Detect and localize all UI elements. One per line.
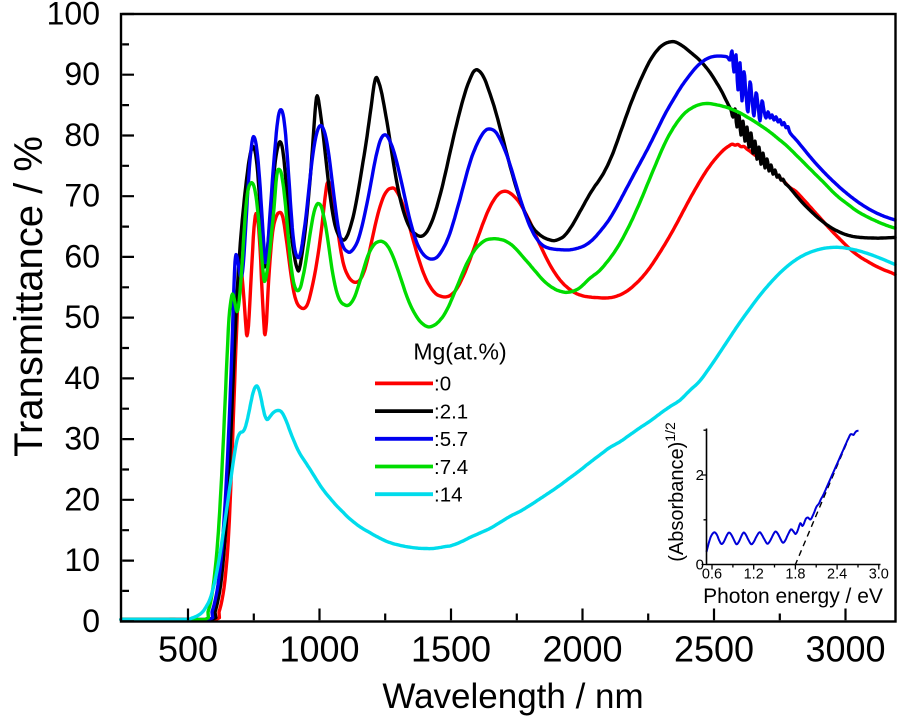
svg-text:60: 60 <box>64 238 100 274</box>
svg-text:Wavelength / nm: Wavelength / nm <box>382 677 643 716</box>
svg-text:50: 50 <box>64 299 100 335</box>
svg-text:Photon energy / eV: Photon energy / eV <box>703 585 883 608</box>
svg-text::0: :0 <box>434 373 451 396</box>
svg-text:40: 40 <box>64 360 100 396</box>
svg-text:20: 20 <box>64 481 100 517</box>
svg-text:0.6: 0.6 <box>702 567 722 583</box>
svg-text:Transmittance / %: Transmittance / % <box>7 136 51 457</box>
svg-text::7.4: :7.4 <box>434 456 468 479</box>
svg-text:1.8: 1.8 <box>785 567 805 583</box>
svg-text:30: 30 <box>64 421 100 457</box>
svg-text:0: 0 <box>82 603 100 639</box>
svg-text:1000: 1000 <box>279 629 359 670</box>
svg-text:70: 70 <box>64 178 100 214</box>
svg-text:1500: 1500 <box>411 629 491 670</box>
svg-text::5.7: :5.7 <box>434 428 468 451</box>
svg-text:90: 90 <box>64 56 100 92</box>
svg-text:1.2: 1.2 <box>744 567 764 583</box>
svg-text::14: :14 <box>434 484 463 507</box>
svg-text:80: 80 <box>64 117 100 153</box>
svg-text:3.0: 3.0 <box>869 567 889 583</box>
svg-text:0: 0 <box>696 557 704 574</box>
svg-text:500: 500 <box>158 629 218 670</box>
svg-text:Mg(at.%): Mg(at.%) <box>413 339 506 365</box>
svg-text::2.1: :2.1 <box>434 400 468 423</box>
svg-text:100: 100 <box>47 0 100 32</box>
svg-text:10: 10 <box>64 542 100 578</box>
svg-text:2000: 2000 <box>542 629 622 670</box>
svg-text:(Absorbance)1/2: (Absorbance)1/2 <box>662 422 688 562</box>
svg-text:3000: 3000 <box>805 629 885 670</box>
svg-text:2500: 2500 <box>674 629 754 670</box>
svg-text:2.4: 2.4 <box>827 567 847 583</box>
svg-text:2: 2 <box>696 467 704 484</box>
